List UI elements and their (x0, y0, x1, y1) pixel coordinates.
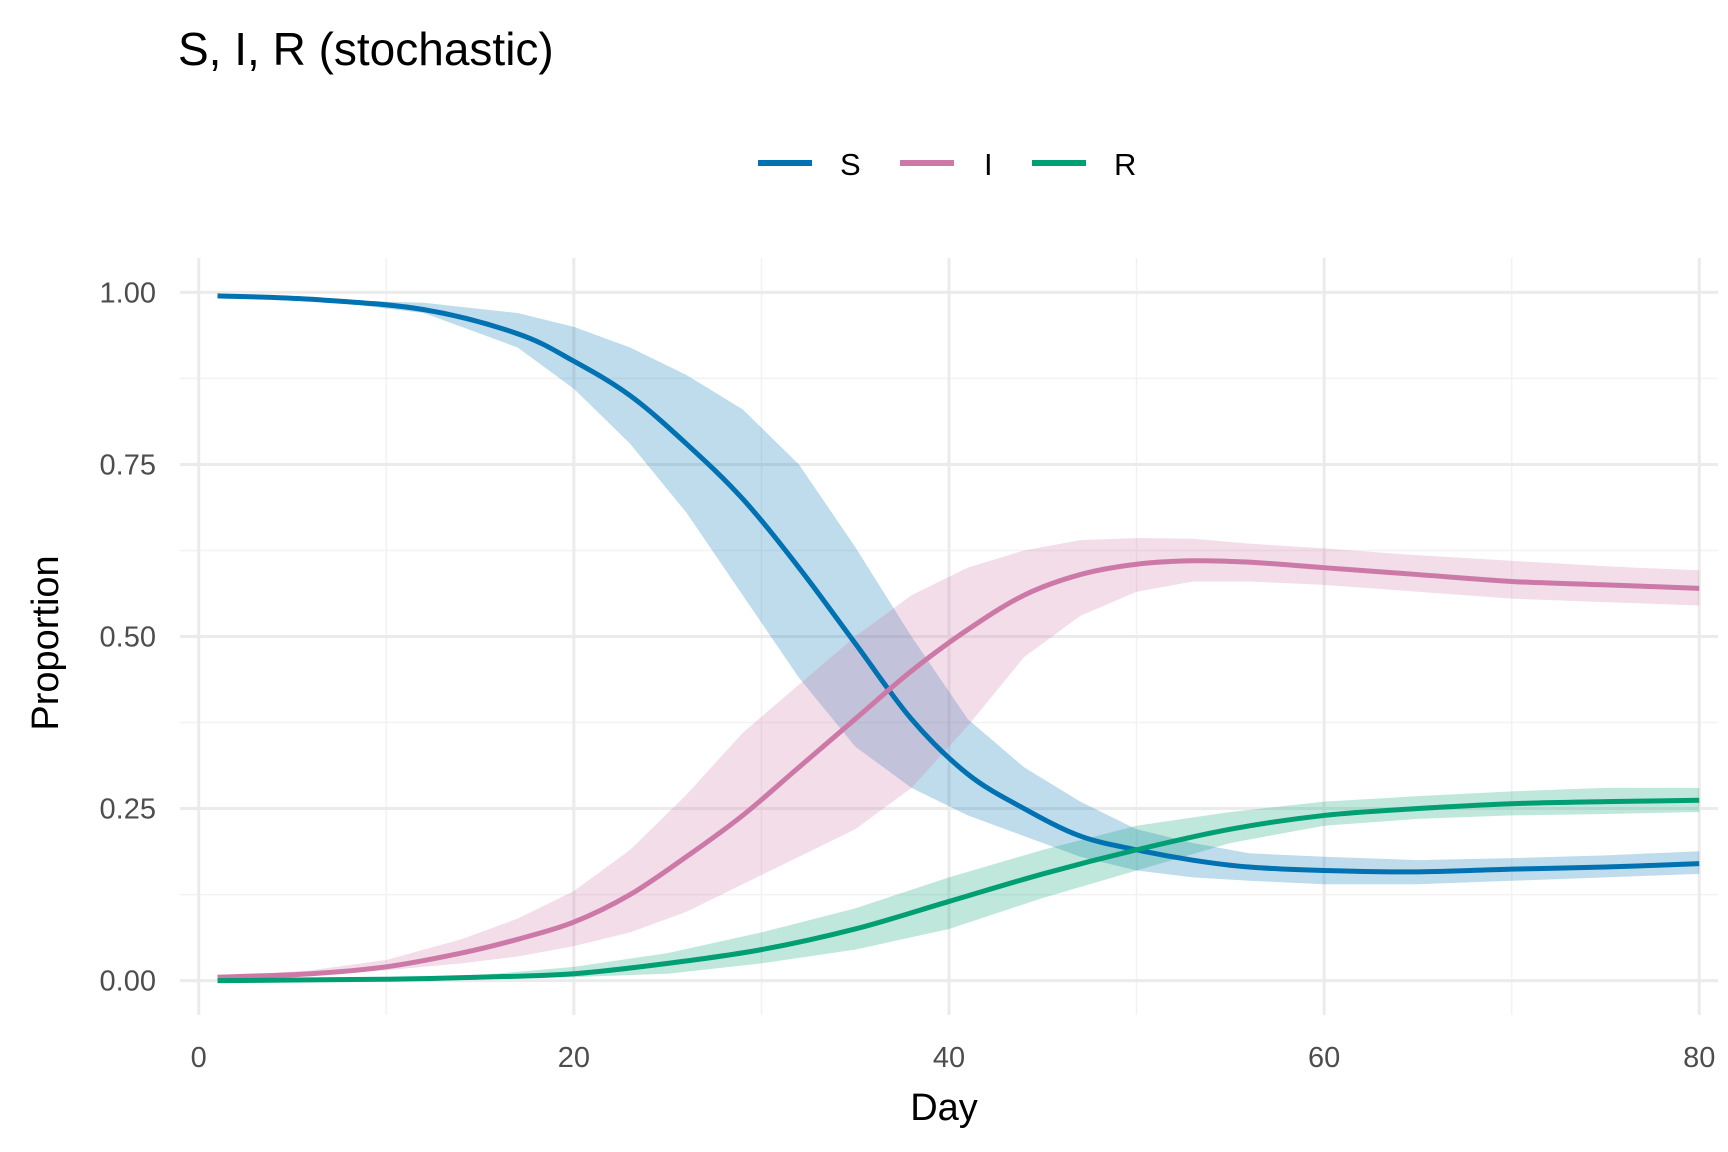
chart-title: S, I, R (stochastic) (178, 23, 554, 75)
grid (180, 258, 1718, 1015)
y-axis-title: Proportion (25, 555, 67, 730)
series-line-i (217, 558, 1700, 980)
y-tick-label: 0.00 (100, 966, 156, 998)
legend: S I R (758, 147, 1136, 182)
x-tick-label: 40 (933, 1042, 965, 1074)
legend-label-r: R (1114, 147, 1136, 182)
band-r (217, 787, 1700, 981)
series-line-r (217, 797, 1700, 984)
y-tick-label: 0.50 (100, 622, 156, 654)
series-lines (217, 293, 1700, 984)
x-tick-label: 20 (558, 1042, 590, 1074)
legend-label-s: S (840, 147, 861, 182)
y-tick-label: 1.00 (100, 277, 156, 309)
x-tick-label: 0 (191, 1042, 207, 1074)
x-axis-title: Day (910, 1087, 978, 1129)
x-tick-label: 60 (1308, 1042, 1340, 1074)
y-axis-ticks: 0.00 0.25 0.50 0.75 1.00 (100, 277, 156, 997)
y-tick-label: 0.25 (100, 794, 156, 826)
x-tick-label: 80 (1683, 1042, 1715, 1074)
y-tick-label: 0.75 (100, 449, 156, 481)
series-line-s (217, 293, 1700, 875)
legend-label-i: I (984, 147, 993, 182)
x-axis-ticks: 0 20 40 60 80 (191, 1042, 1716, 1074)
